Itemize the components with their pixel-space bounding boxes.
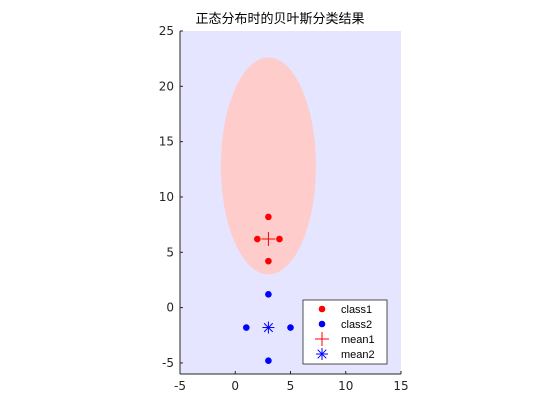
x-tick-label: 10 (338, 379, 353, 393)
legend-label-mean1: mean1 (341, 334, 375, 346)
y-tick-label: 25 (159, 24, 174, 38)
x-tick-label: 5 (287, 379, 295, 393)
axes: -5 0 5 10 15 -5 0 5 10 15 20 25 (159, 24, 409, 393)
y-tick-label: 20 (159, 79, 174, 93)
y-tick-label: 0 (166, 301, 174, 315)
marker-stroke (263, 322, 274, 333)
legend-label-mean2: mean2 (341, 349, 375, 361)
chart-title: 正态分布时的贝叶斯分类结果 (195, 11, 364, 27)
mean2-point (262, 321, 275, 334)
plot-area (180, 31, 401, 374)
data-points (243, 213, 294, 365)
x-tick-label: 15 (393, 379, 408, 393)
legend-label-class1: class1 (341, 304, 372, 316)
class1-region (220, 57, 316, 275)
class1-point (265, 213, 272, 221)
class2-point (243, 324, 250, 331)
mean1-point (261, 232, 276, 247)
legend-marker-mean2 (316, 348, 328, 360)
class1-point (254, 235, 261, 243)
class2-point (265, 291, 272, 298)
legend-marker-class2 (318, 320, 326, 328)
marker-stroke (317, 349, 327, 359)
y-tick-label: 5 (166, 245, 174, 259)
legend-label-class2: class2 (341, 319, 372, 331)
legend: class1 class2 mean1 mean2 (302, 299, 388, 365)
y-tick-label: 10 (159, 190, 174, 204)
y-tick-label: -5 (162, 356, 174, 370)
class2-point (265, 357, 272, 365)
y-tick-label: 15 (159, 135, 174, 149)
legend-marker-mean1 (315, 332, 329, 346)
class1-point (276, 235, 283, 243)
legend-marker-class1 (318, 305, 326, 313)
legend-box (302, 299, 388, 365)
class2-point (287, 324, 294, 331)
class1-point (265, 257, 272, 265)
x-tick-label: 0 (231, 379, 239, 393)
x-tick-label: -5 (174, 379, 186, 393)
